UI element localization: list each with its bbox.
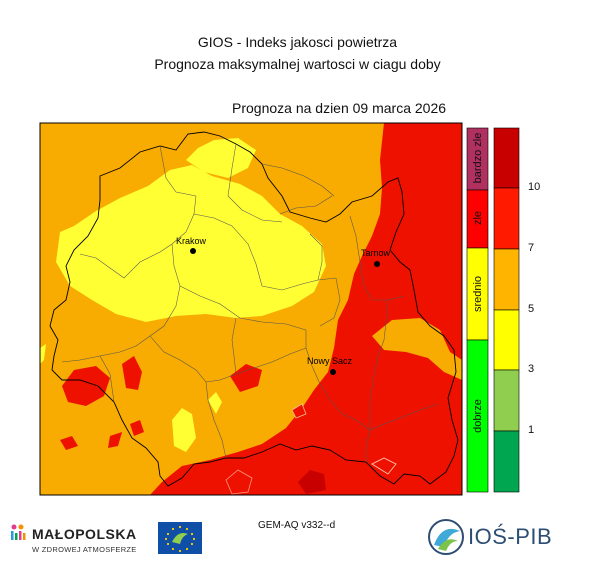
malopolska-logo-icon — [11, 524, 26, 540]
legend-label-bardzo-zle: bardzo zle — [472, 132, 484, 184]
map-frame — [39, 122, 463, 496]
forecast-date: Prognoza na dzien 09 marca 2026 — [232, 100, 447, 116]
zone-red-sw2 — [122, 356, 142, 390]
malopolska-logo-text: MAŁOPOLSKA — [32, 526, 137, 542]
legend-scale-7-10 — [493, 187, 520, 250]
ios-pib-logo-icon — [428, 519, 464, 555]
zone-darkred-1 — [298, 470, 326, 494]
legend-scale-bar — [493, 127, 520, 493]
legend-tick-7: 7 — [528, 242, 535, 254]
district-borders — [61, 143, 439, 462]
zone-red-sw3 — [230, 364, 262, 392]
zone-darkred-2 — [225, 469, 253, 495]
legend-tick-5: 5 — [528, 303, 535, 315]
zone-yellow-south — [172, 408, 196, 452]
legend-label-dobrze: dobrze — [472, 399, 484, 433]
zone-orange-in-red — [372, 318, 462, 380]
legend-scale-1-3 — [493, 369, 520, 432]
zone-red-sw1 — [62, 366, 110, 406]
legend-cat-dobrze — [466, 339, 489, 493]
page-subtitle: Prognoza maksymalnej wartosci w ciagu do… — [154, 56, 441, 72]
city-marker-tarnow — [374, 261, 380, 267]
legend-tick-1: 1 — [528, 424, 535, 436]
zone-yellow-north — [186, 138, 256, 178]
zone-orange-light — [40, 296, 170, 362]
malopolska-logo-tagline: W ZDROWEJ ATMOSFERZE — [32, 545, 137, 554]
zone-red-sw6 — [130, 420, 144, 436]
legend-scale-3-5 — [493, 309, 520, 371]
legend-label-srednio: srednio — [472, 275, 484, 313]
zone-red-sw4 — [60, 436, 78, 450]
legend-tick-10: 10 — [528, 181, 541, 193]
legend-category-bar — [466, 127, 489, 493]
zone-darkred-3 — [371, 457, 397, 475]
city-marker-krakow — [190, 248, 196, 254]
zone-darkred-4 — [291, 403, 307, 419]
zone-yellow-main — [56, 165, 326, 322]
city-marker-nowy-sacz — [330, 369, 336, 375]
legend-label-zle: zle — [472, 210, 484, 226]
model-version: GEM-AQ v332--d — [258, 520, 336, 531]
zone-yellow-west — [40, 344, 46, 364]
city-label-tarnow: Tarnow — [361, 248, 391, 258]
city-label-nowy-sacz: Nowy Sacz — [307, 356, 353, 366]
legend-scale-0-1 — [493, 430, 520, 493]
zone-yellow-southeast — [208, 392, 222, 414]
city-label-krakow: Krakow — [176, 236, 207, 246]
ios-pib-logo-text: IOŚ-PIB — [468, 524, 553, 549]
zone-red-east — [150, 123, 462, 495]
life-eu-logo-icon — [158, 522, 202, 554]
legend-scale-10plus — [493, 127, 520, 189]
zone-red-sw5 — [108, 432, 122, 448]
page-title: GIOS - Indeks jakosci powietrza — [197, 34, 398, 50]
region-outline — [49, 131, 459, 487]
legend-tick-3: 3 — [528, 363, 535, 375]
legend-scale-5-7 — [493, 248, 520, 311]
